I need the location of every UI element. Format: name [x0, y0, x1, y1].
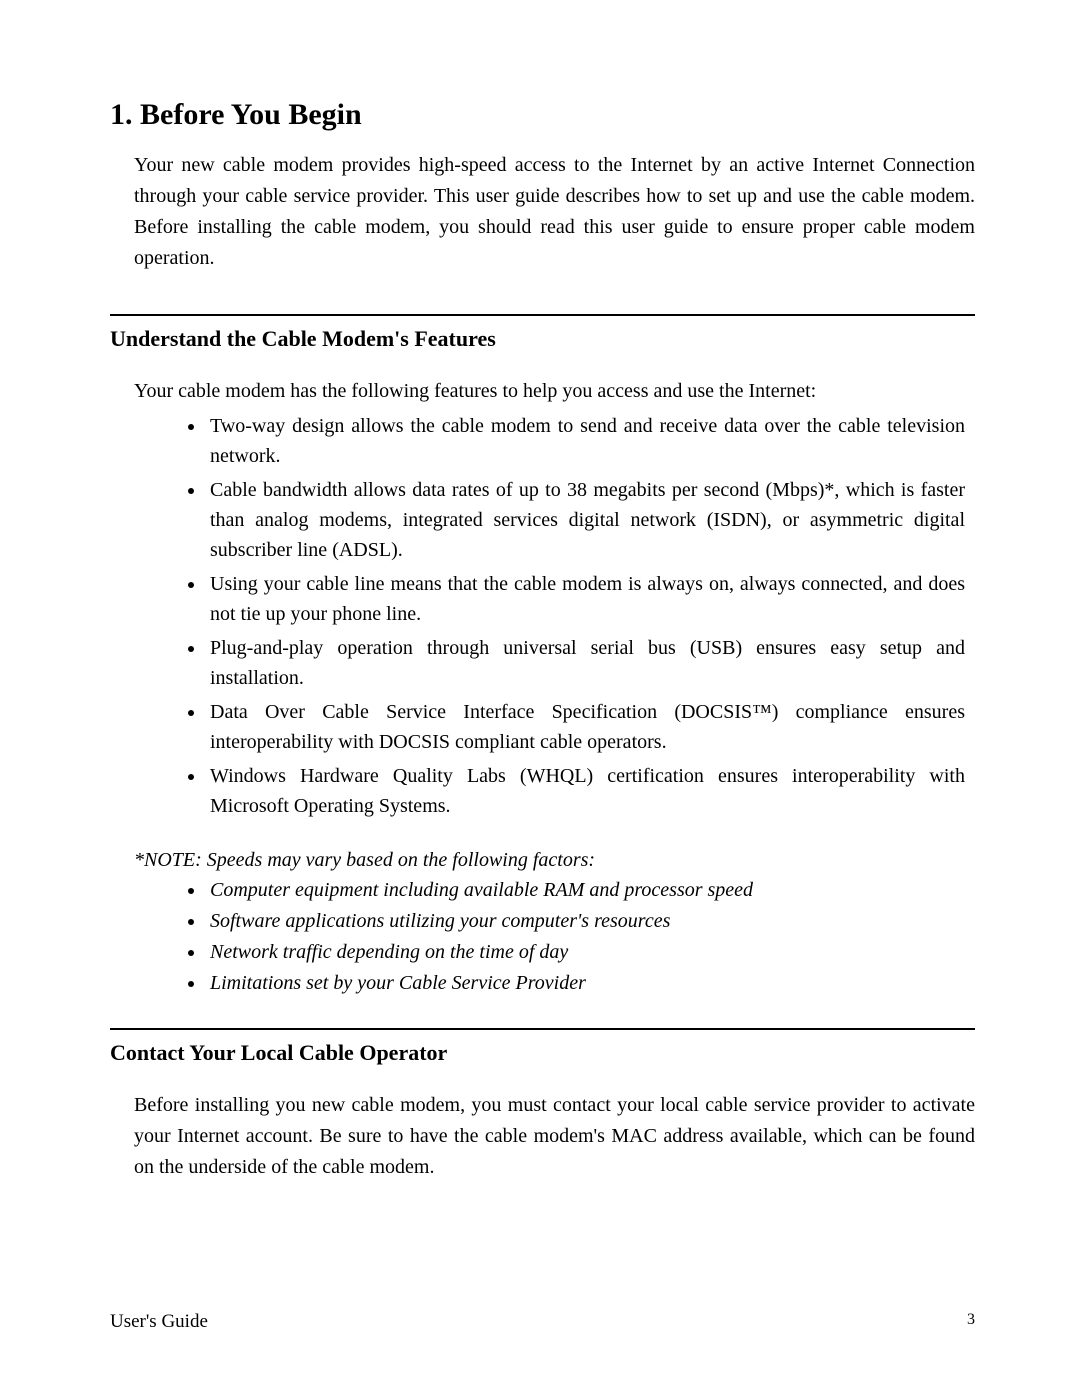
features-list: Two-way design allows the cable modem to…	[170, 411, 975, 821]
chapter-heading: 1. Before You Begin	[110, 98, 975, 132]
feature-item: Plug-and-play operation through universa…	[206, 633, 965, 693]
features-lead: Your cable modem has the following featu…	[134, 376, 975, 407]
note-item: Computer equipment including available R…	[206, 876, 965, 905]
note-item: Network traffic depending on the time of…	[206, 938, 965, 967]
note-item: Software applications utilizing your com…	[206, 907, 965, 936]
section-divider	[110, 314, 975, 316]
feature-item: Cable bandwidth allows data rates of up …	[206, 475, 965, 565]
feature-item: Using your cable line means that the cab…	[206, 569, 965, 629]
contact-heading: Contact Your Local Cable Operator	[110, 1040, 975, 1066]
section-divider	[110, 1028, 975, 1030]
page-footer: User's Guide 3	[110, 1311, 975, 1333]
document-page: 1. Before You Begin Your new cable modem…	[0, 0, 1080, 1397]
features-heading: Understand the Cable Modem's Features	[110, 326, 975, 352]
note-item: Limitations set by your Cable Service Pr…	[206, 969, 965, 998]
note-lead: *NOTE: Speeds may vary based on the foll…	[134, 849, 975, 872]
contact-body: Before installing you new cable modem, y…	[134, 1090, 975, 1183]
feature-item: Windows Hardware Quality Labs (WHQL) cer…	[206, 761, 965, 821]
feature-item: Two-way design allows the cable modem to…	[206, 411, 965, 471]
page-number: 3	[967, 1311, 975, 1329]
intro-paragraph: Your new cable modem provides high-speed…	[134, 150, 975, 274]
feature-item: Data Over Cable Service Interface Specif…	[206, 697, 965, 757]
footer-title: User's Guide	[110, 1311, 208, 1333]
note-list: Computer equipment including available R…	[170, 876, 975, 998]
